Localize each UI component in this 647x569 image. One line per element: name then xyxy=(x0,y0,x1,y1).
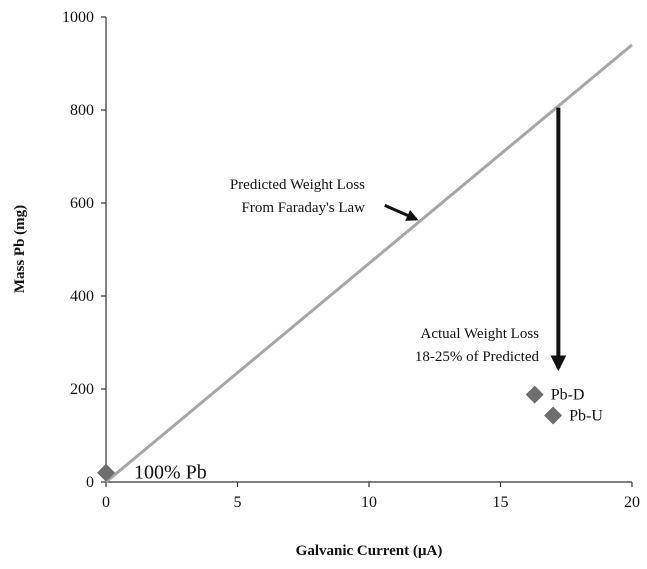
x-tick-label: 5 xyxy=(234,494,242,511)
x-tick-label: 0 xyxy=(102,494,110,511)
y-tick-label: 600 xyxy=(70,195,94,212)
data-point-label: 100% Pb xyxy=(134,462,207,484)
data-point-label: Pb-D xyxy=(551,387,585,404)
actual-annotation-line-1: Actual Weight Loss xyxy=(421,326,540,342)
data-points: 100% Pb Pb-D Pb-U xyxy=(97,385,603,484)
faraday-prediction-line xyxy=(105,43,633,484)
data-point-marker xyxy=(97,463,115,482)
y-tick-label: 200 xyxy=(70,381,94,398)
actual-annotation-line-2: 18-25% of Predicted xyxy=(415,349,540,365)
y-tick-label: 0 xyxy=(86,474,94,491)
x-tick-label: 20 xyxy=(624,494,640,511)
faraday-annotation-line-2: From Faraday's Law xyxy=(241,200,365,216)
data-point-label: Pb-U xyxy=(569,408,603,425)
x-axis-title: Galvanic Current (µA) xyxy=(296,543,443,559)
faraday-arrow xyxy=(384,203,419,221)
y-tick-label: 1000 xyxy=(62,9,94,26)
y-axis-title: Mass Pb (mg) xyxy=(12,205,28,293)
data-point-marker xyxy=(525,385,544,404)
x-tick-label: 15 xyxy=(493,494,509,511)
y-tick-label: 800 xyxy=(70,102,94,119)
x-tick-label: 10 xyxy=(361,494,377,511)
faraday-annotation-line-1: Predicted Weight Loss xyxy=(230,177,365,193)
x-tick-group: 0 5 10 15 20 xyxy=(102,482,640,511)
data-point-marker xyxy=(544,406,563,425)
y-tick-label: 400 xyxy=(70,288,94,305)
y-tick-group: 0 200 400 600 800 1000 xyxy=(62,9,106,491)
